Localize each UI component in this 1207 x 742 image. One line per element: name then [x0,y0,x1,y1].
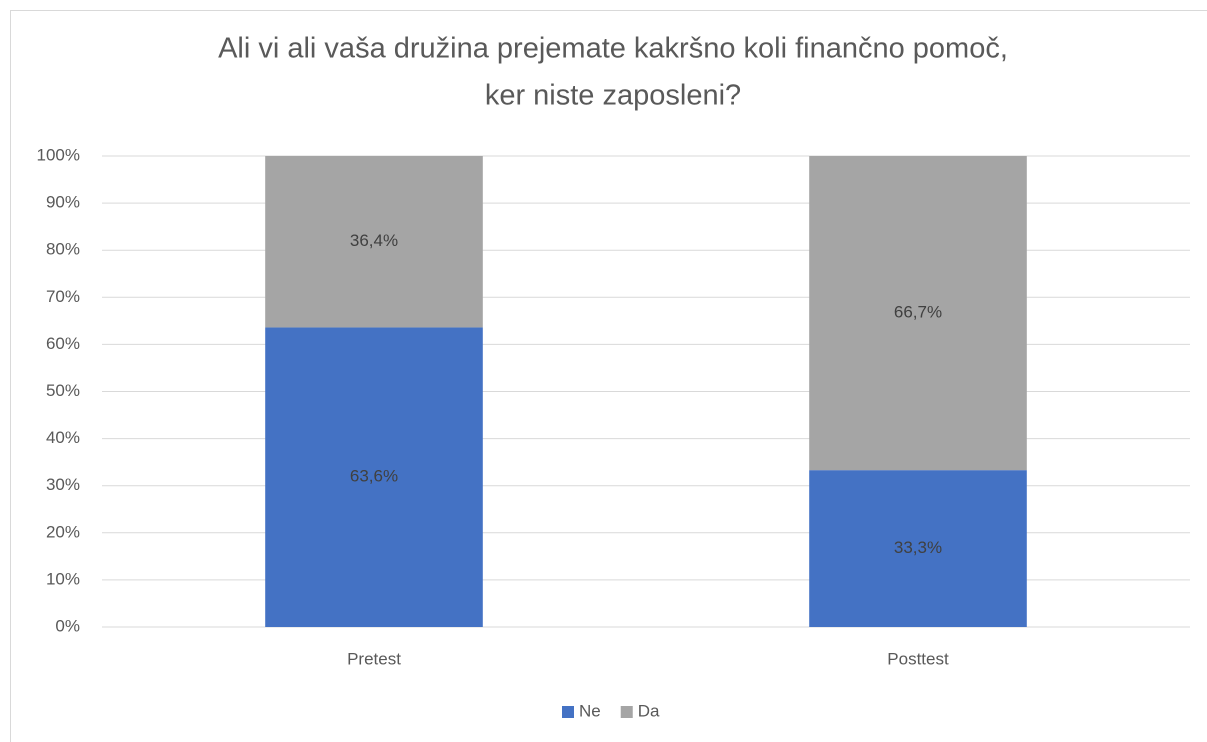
legend-label: Da [638,701,660,720]
y-tick-label: 40% [46,428,80,447]
bar-segment [809,156,1027,471]
legend-swatch [620,706,633,718]
y-tick-label: 70% [46,287,80,306]
data-label: 63,6% [350,467,398,486]
y-tick-label: 60% [46,334,80,353]
y-tick-label: 90% [46,193,80,212]
legend-swatch [562,706,574,718]
y-tick-label: 100% [37,145,80,164]
x-tick-label: Posttest [887,649,949,668]
data-label: 66,7% [894,303,942,322]
y-tick-label: 30% [46,475,80,494]
bar-segment [809,470,1027,627]
x-tick-label: Pretest [347,649,401,668]
data-label: 36,4% [350,231,398,250]
chart-frame [10,10,1207,742]
bar-segment [265,156,483,328]
chart-title: Ali vi ali vaša družina prejemate kakršn… [218,33,1008,65]
legend-label: Ne [579,701,601,720]
bar-segment [265,327,483,627]
y-tick-label: 20% [46,522,80,541]
data-label: 33,3% [894,538,942,557]
y-tick-label: 80% [46,240,80,259]
chart-title: ker niste zaposleni? [485,80,741,112]
y-tick-label: 50% [46,381,80,400]
y-tick-label: 0% [55,616,80,635]
y-tick-label: 10% [46,569,80,588]
